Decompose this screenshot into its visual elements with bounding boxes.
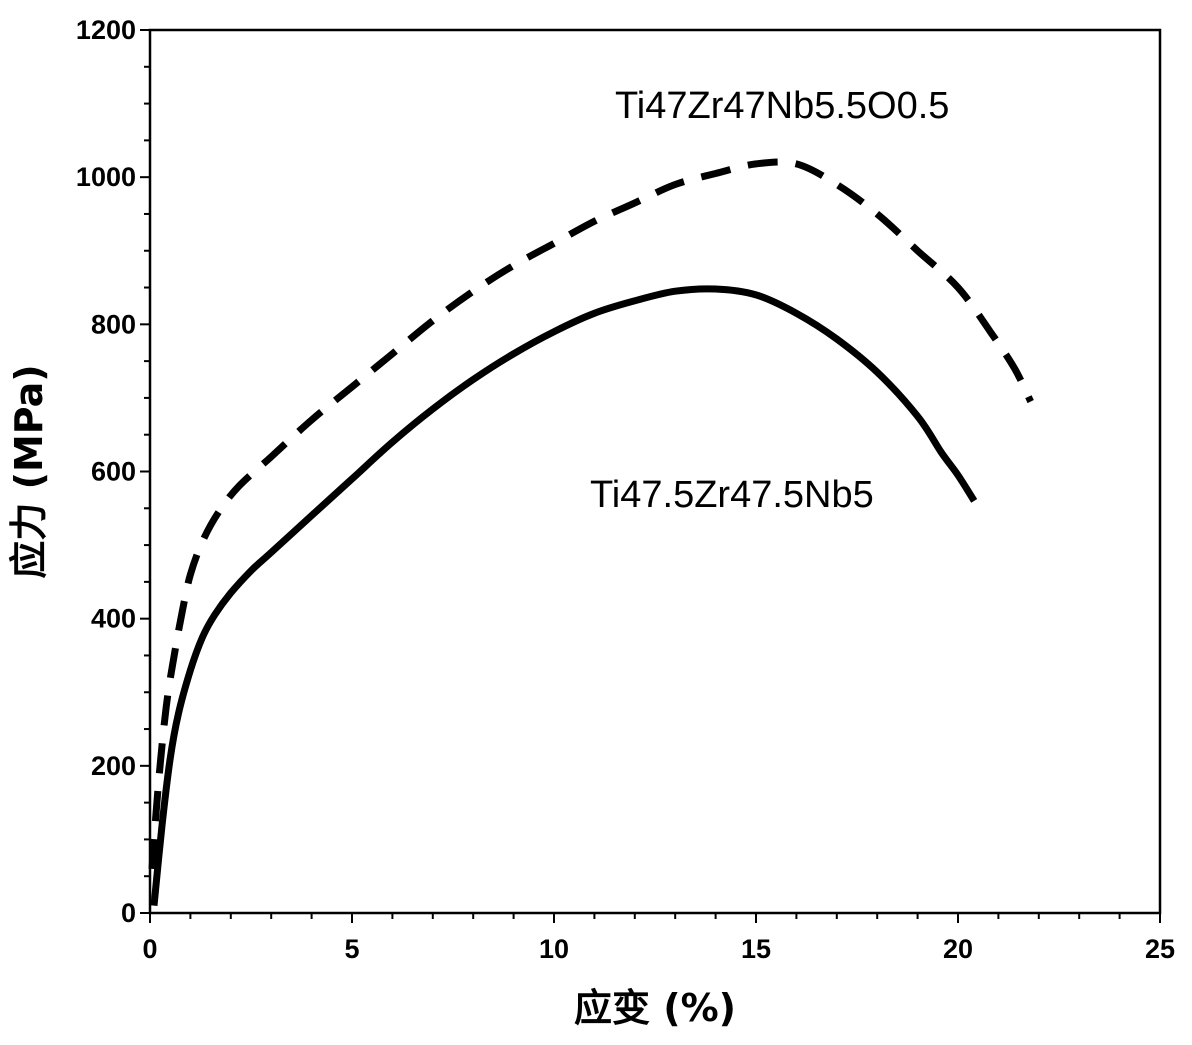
x-axis-ticks: 0 5 10 15 20 25 bbox=[142, 913, 1175, 964]
y-tick-label: 600 bbox=[91, 457, 136, 487]
series-annotation-0: Ti47Zr47Nb5.5O0.5 bbox=[615, 85, 949, 127]
y-tick-label: 1200 bbox=[76, 15, 136, 45]
y-tick-label: 400 bbox=[91, 604, 136, 634]
y-axis-ticks: 0 200 400 600 800 1000 1200 bbox=[76, 15, 150, 928]
y-tick-label: 800 bbox=[91, 309, 136, 339]
y-tick-label: 1000 bbox=[76, 162, 136, 192]
x-tick-label: 15 bbox=[741, 934, 771, 964]
x-tick-label: 25 bbox=[1145, 934, 1175, 964]
y-axis-title: 应力 (MPa) bbox=[7, 364, 51, 578]
x-tick-label: 20 bbox=[943, 934, 973, 964]
x-tick-label: 5 bbox=[344, 934, 359, 964]
plot-frame bbox=[150, 30, 1160, 913]
x-tick-label: 0 bbox=[142, 934, 157, 964]
series-annotation-1: Ti47.5Zr47.5Nb5 bbox=[590, 474, 874, 516]
plot-border bbox=[150, 30, 1160, 913]
y-tick-label: 200 bbox=[91, 751, 136, 781]
x-tick-label: 10 bbox=[539, 934, 569, 964]
series-layer bbox=[152, 162, 1031, 906]
y-tick-label: 0 bbox=[121, 898, 136, 928]
series-line-ti47-5zr47-5nb5 bbox=[154, 289, 974, 906]
x-axis-title: 应变 (%) bbox=[574, 986, 736, 1030]
